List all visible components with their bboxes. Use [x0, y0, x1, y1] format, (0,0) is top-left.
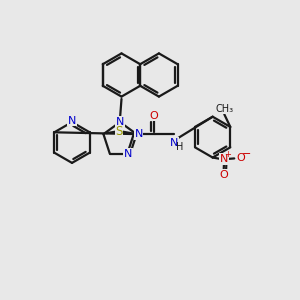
Text: −: − [242, 149, 251, 159]
Text: N: N [134, 129, 143, 139]
Text: O: O [149, 110, 158, 121]
Text: O: O [219, 169, 228, 180]
Text: O: O [236, 153, 245, 164]
Text: N: N [116, 116, 124, 127]
Text: N: N [220, 154, 228, 164]
Text: N: N [68, 116, 76, 126]
Text: +: + [224, 150, 231, 159]
Text: N: N [170, 137, 179, 148]
Text: H: H [176, 142, 183, 152]
Text: N: N [124, 148, 132, 159]
Text: S: S [116, 125, 123, 138]
Text: CH₃: CH₃ [215, 104, 233, 114]
